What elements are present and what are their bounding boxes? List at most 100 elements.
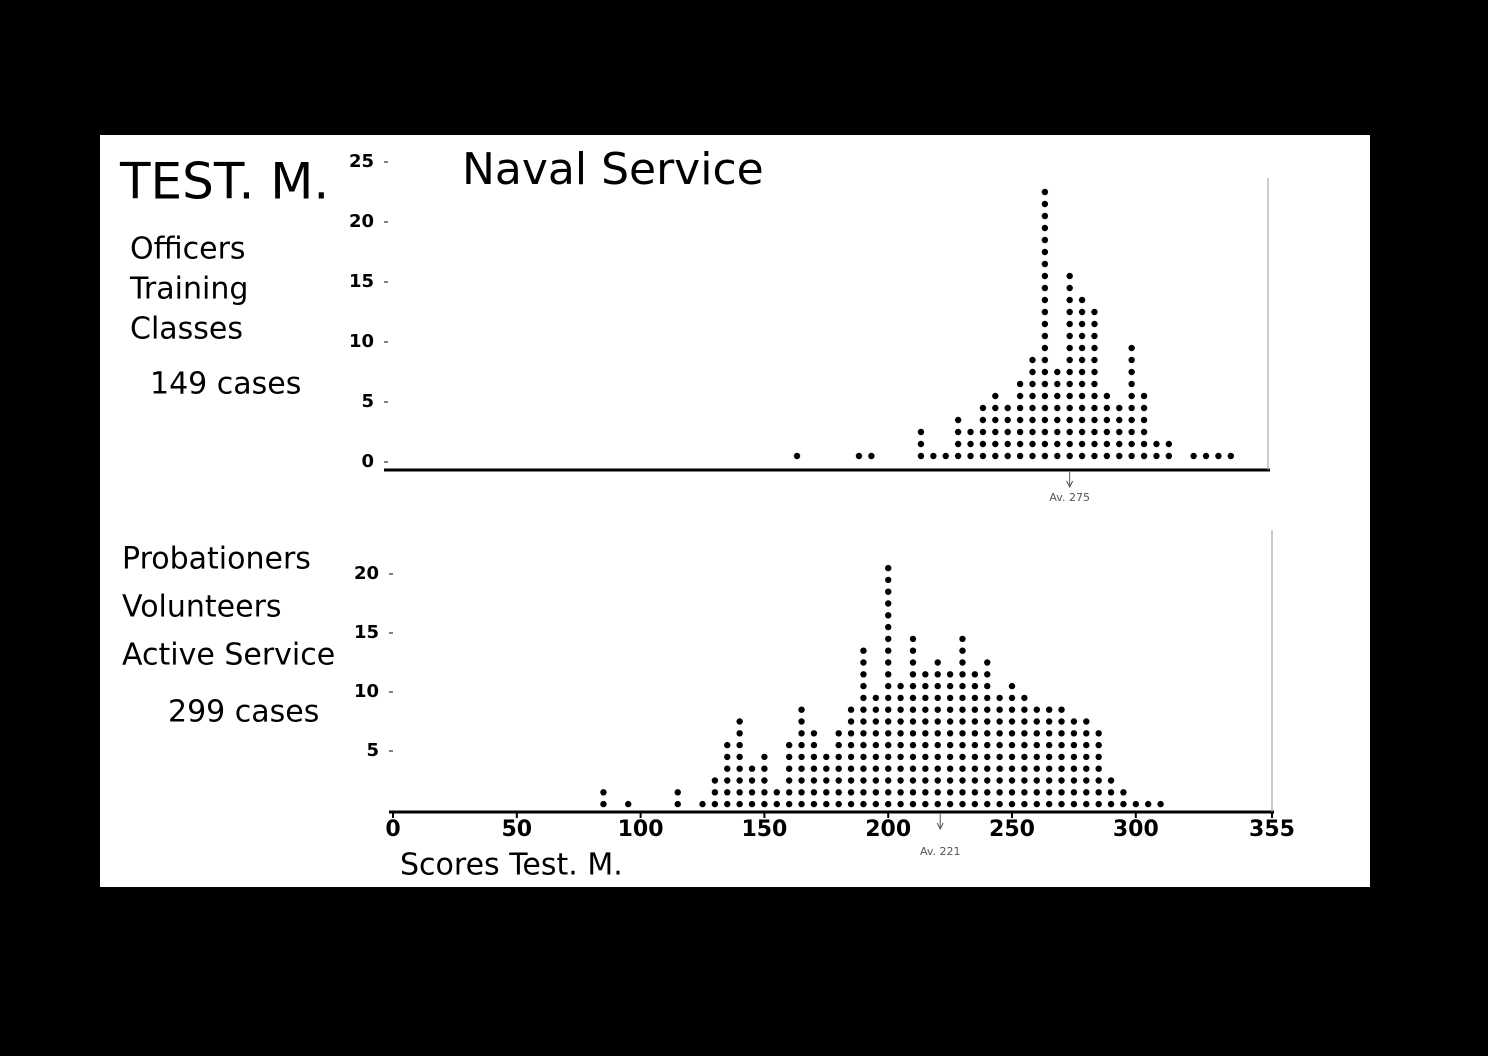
dot [1029, 368, 1036, 376]
dot [959, 682, 966, 690]
dot [959, 800, 966, 808]
dot [1041, 212, 1049, 220]
dot [798, 753, 805, 761]
dot [1008, 765, 1016, 772]
dot [1016, 404, 1024, 412]
dot-column [798, 706, 805, 808]
dot [946, 682, 954, 690]
dot [1054, 404, 1061, 412]
dot [1004, 416, 1011, 424]
dot [1107, 777, 1115, 784]
dot [996, 777, 1003, 784]
dot [1066, 344, 1073, 352]
dot [1091, 380, 1098, 388]
dot [984, 706, 991, 713]
dot [984, 777, 991, 784]
dot [724, 741, 731, 749]
dot [785, 800, 793, 808]
dot [1004, 428, 1011, 436]
dot [736, 741, 743, 749]
dot [872, 694, 880, 702]
dot-column [1016, 380, 1024, 460]
dot [860, 682, 867, 690]
dot [1091, 308, 1098, 316]
dot [785, 741, 793, 749]
dot-column [785, 741, 793, 808]
dot [860, 777, 867, 784]
dot [922, 682, 929, 690]
dot [835, 777, 842, 784]
dot [971, 753, 979, 761]
dot [1078, 392, 1086, 400]
dot-column [761, 753, 768, 808]
dot [946, 741, 954, 749]
dot [971, 718, 979, 725]
dot [984, 730, 991, 737]
dot-column [1107, 777, 1115, 808]
dot-column [1116, 404, 1123, 460]
dot [885, 706, 892, 713]
dot [1070, 777, 1078, 784]
dot [1078, 380, 1086, 388]
dot [1008, 777, 1016, 784]
dot [1128, 344, 1135, 352]
dot [1029, 416, 1036, 424]
dot [1128, 452, 1135, 460]
subtitle: Naval Service [462, 144, 764, 195]
dot [996, 730, 1003, 737]
dot [885, 671, 892, 678]
dot [1021, 706, 1028, 713]
dot [823, 765, 830, 772]
dot [860, 753, 867, 761]
dot [1066, 272, 1073, 280]
dot-column [979, 404, 987, 460]
dot-column [810, 730, 818, 808]
dot-column [855, 452, 863, 460]
dot [773, 789, 780, 796]
dot [1045, 730, 1053, 737]
dot [984, 718, 991, 725]
dot [934, 789, 941, 796]
dot [1054, 380, 1061, 388]
dot [959, 730, 966, 737]
dot-column [1120, 789, 1127, 808]
dot [860, 741, 867, 749]
case-count: 149 cases [150, 367, 301, 402]
dot [798, 706, 805, 713]
dot [1083, 741, 1090, 749]
dot-column [773, 789, 780, 808]
dot [785, 765, 793, 772]
dot [798, 777, 805, 784]
dot [1066, 332, 1073, 340]
dot [984, 800, 991, 808]
dot [909, 800, 917, 808]
dot [979, 404, 987, 412]
dot [885, 800, 892, 808]
dot [1041, 344, 1049, 352]
dot [1045, 765, 1053, 772]
dot [934, 682, 941, 690]
dot [922, 777, 929, 784]
dot [984, 741, 991, 749]
dot-column [954, 416, 962, 460]
dot [1033, 777, 1040, 784]
dot [1083, 718, 1090, 725]
dot [823, 789, 830, 796]
y-tick-label: 0 [361, 451, 374, 472]
dot [1016, 440, 1024, 448]
dot [984, 671, 991, 678]
dot-column [711, 777, 719, 808]
dot [600, 800, 607, 808]
dot [1021, 800, 1028, 808]
dot [909, 765, 917, 772]
dot [1120, 800, 1127, 808]
dot [1054, 428, 1061, 436]
dot-column [917, 428, 925, 460]
dot [1091, 428, 1098, 436]
dot-column [1153, 440, 1160, 460]
x-tick-label: 100 [618, 817, 664, 842]
dot-column [967, 428, 974, 460]
dot [959, 789, 966, 796]
dot [934, 718, 941, 725]
dot-column [868, 452, 875, 460]
